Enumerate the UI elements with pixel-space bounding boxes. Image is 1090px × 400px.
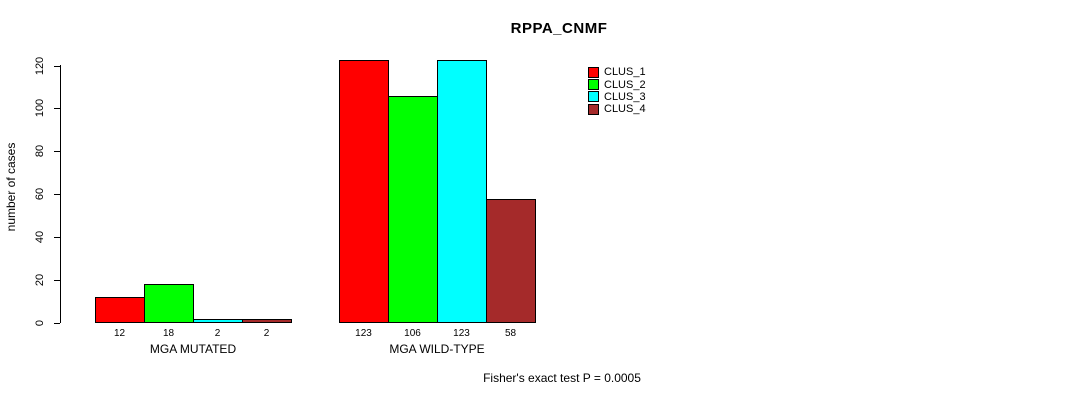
y-axis-tick-label: 100 <box>34 99 46 118</box>
annotation-fisher-test: Fisher's exact test P = 0.0005 <box>483 371 641 385</box>
y-axis-tick-label: 60 <box>34 187 46 201</box>
y-axis-tick-label: 0 <box>34 319 46 326</box>
bar-value-label: 58 <box>504 328 517 339</box>
legend-swatch-icon <box>588 91 599 103</box>
legend-item-clus_2: CLUS_2 <box>588 78 646 91</box>
legend-label: CLUS_2 <box>604 78 646 91</box>
y-axis-tick-label: 120 <box>34 56 46 75</box>
legend-item-clus_3: CLUS_3 <box>588 91 646 103</box>
bar-clus_1-mutated <box>95 297 145 323</box>
y-axis-tick <box>54 66 60 67</box>
legend-item-clus_4: CLUS_4 <box>588 103 646 115</box>
legend-swatch-icon <box>588 66 599 78</box>
legend-swatch-icon <box>588 103 599 115</box>
legend-item-clus_1: CLUS_1 <box>588 66 646 78</box>
bar-clus_1-wildtype <box>339 60 389 323</box>
y-axis-tick-label: 20 <box>34 273 46 286</box>
legend-swatch-icon <box>588 79 599 91</box>
x-group-label: MGA MUTATED <box>149 342 237 356</box>
bar-clus_3-wildtype <box>437 60 487 323</box>
y-axis-tick-label: 80 <box>34 145 46 158</box>
y-axis-tick <box>54 323 60 324</box>
legend-label: CLUS_4 <box>604 103 646 116</box>
bar-clus_2-mutated <box>144 284 194 323</box>
y-axis-tick <box>54 194 60 195</box>
legend: CLUS_1 CLUS_2 CLUS_3 CLUS_4 <box>588 66 646 116</box>
bar-value-label: 106 <box>404 328 421 339</box>
bar-clus_4-mutated <box>242 319 292 323</box>
y-axis-tick <box>54 280 60 281</box>
bar-value-label: 2 <box>263 328 270 339</box>
bar-value-label: 123 <box>355 328 372 339</box>
y-axis-tick <box>54 237 60 238</box>
y-axis-line <box>60 65 61 323</box>
y-axis-tick-label: 40 <box>34 230 46 243</box>
bar-clus_4-wildtype <box>486 199 536 323</box>
chart-title: RPPA_CNMF <box>510 20 608 37</box>
y-axis-title: number of cases <box>4 142 18 232</box>
x-group-label: MGA WILD-TYPE <box>389 342 485 356</box>
bar-value-label: 12 <box>113 328 126 339</box>
bar-value-label: 123 <box>453 328 470 339</box>
y-axis-tick <box>54 108 60 109</box>
bar-value-label: 2 <box>214 328 221 339</box>
bar-value-label: 18 <box>162 328 175 339</box>
legend-label: CLUS_1 <box>604 66 646 79</box>
bar-clus_3-mutated <box>193 319 243 323</box>
legend-label: CLUS_3 <box>604 90 646 103</box>
y-axis-tick <box>54 151 60 152</box>
bar-clus_2-wildtype <box>388 96 438 323</box>
